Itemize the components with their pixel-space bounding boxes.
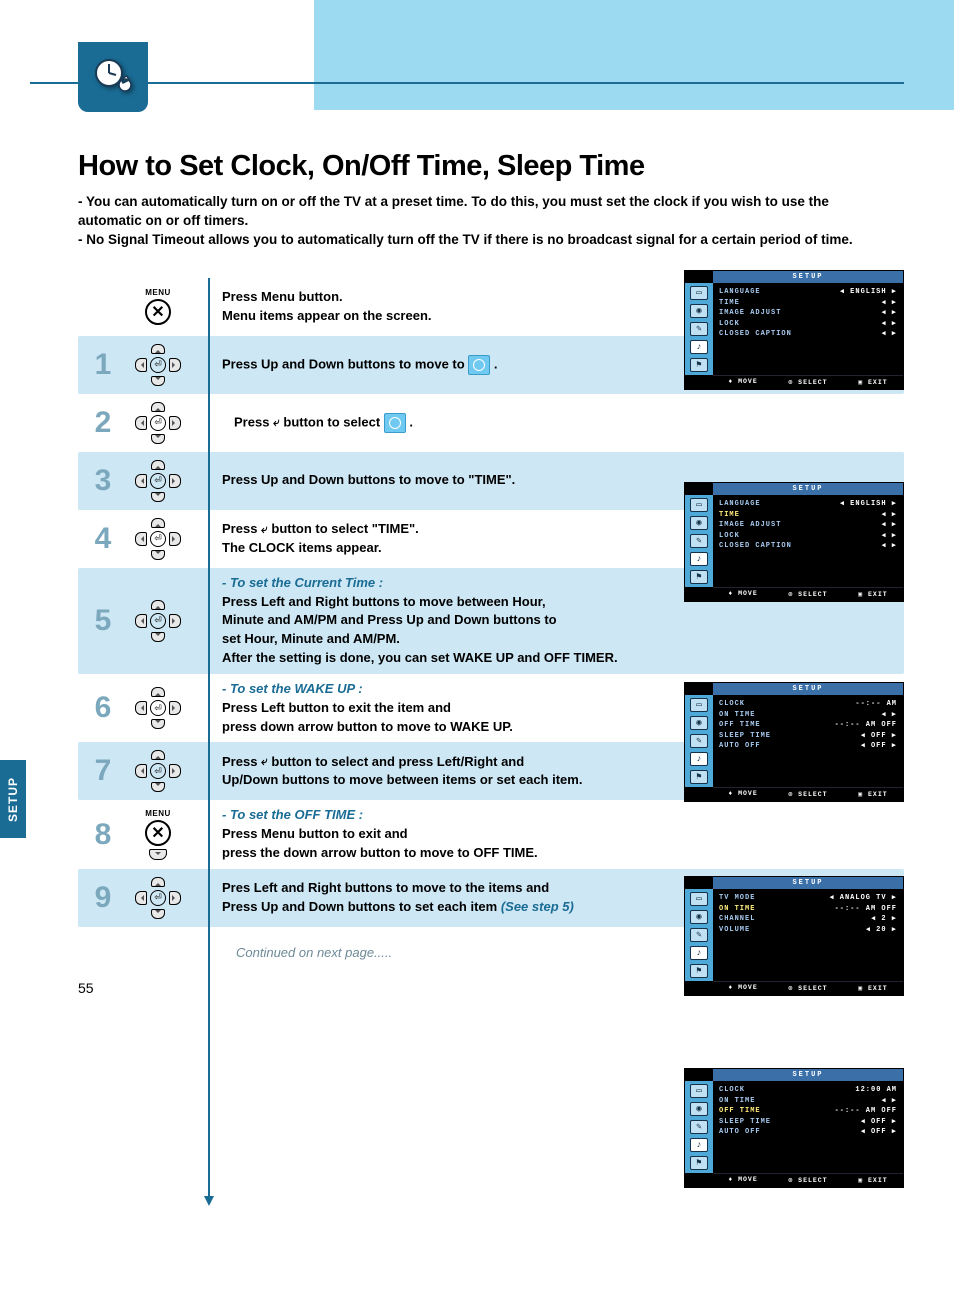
osd-screen-2: SETUP▭◉✎♪⚑LANGUAGE◀ ENGLISH ▶TIME◀ ▶IMAG…	[684, 482, 904, 602]
dpad-icon: ⏎	[135, 600, 181, 642]
osd-screen-5: SETUP▭◉✎♪⚑CLOCK12:00 AMON TIME◀ ▶OFF TIM…	[684, 1068, 904, 1188]
dpad-icon: ⏎	[135, 750, 181, 792]
osd-screen-3: SETUP▭◉✎♪⚑CLOCK--:-- AMON TIME◀ ▶OFF TIM…	[684, 682, 904, 802]
dpad-icon: ⏎	[135, 460, 181, 502]
flow-arrow	[208, 278, 210, 1198]
dpad-icon: ⏎	[135, 877, 181, 919]
intro-text: - You can automatically turn on or off t…	[78, 193, 904, 250]
menu-button-icon: ✕	[145, 299, 171, 325]
osd-screen-4: SETUP▭◉✎♪⚑TV MODE◀ ANALOG TV ▶ON TIME--:…	[684, 876, 904, 996]
menu-label: MENU	[145, 809, 171, 818]
dpad-icon: ⏎	[135, 518, 181, 560]
enter-icon: ⤶	[261, 753, 268, 770]
enter-icon: ⤶	[273, 414, 280, 431]
menu-button-icon: ✕	[145, 820, 171, 846]
dpad-icon: ⏎	[135, 687, 181, 729]
dpad-icon: ⏎	[135, 402, 181, 444]
osd-column: SETUP▭◉✎♪⚑LANGUAGE◀ ENGLISH ▶TIME◀ ▶IMAG…	[684, 270, 904, 1188]
enter-icon: ⤶	[261, 521, 268, 538]
setup-glyph-icon	[384, 413, 406, 433]
page-title: How to Set Clock, On/Off Time, Sleep Tim…	[78, 150, 904, 183]
osd-screen-1: SETUP▭◉✎♪⚑LANGUAGE◀ ENGLISH ▶TIME◀ ▶IMAG…	[684, 270, 904, 390]
menu-label: MENU	[145, 288, 171, 297]
down-key-icon	[149, 849, 167, 860]
setup-glyph-icon	[468, 355, 490, 375]
dpad-icon: ⏎	[135, 344, 181, 386]
